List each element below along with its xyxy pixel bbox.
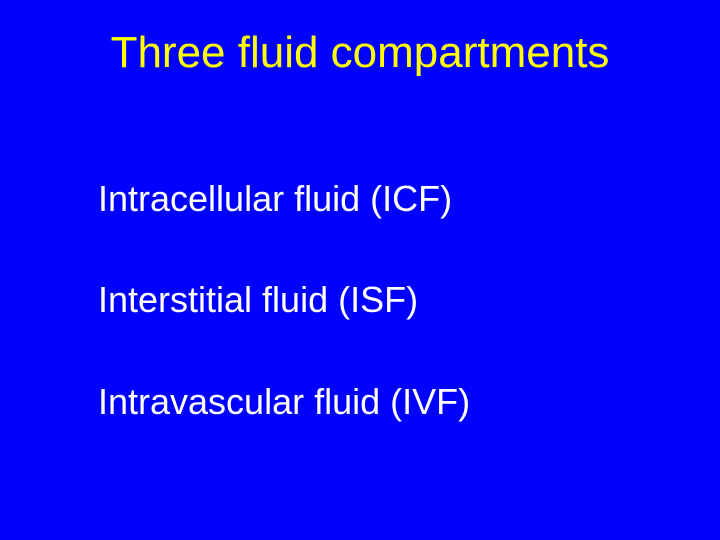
body-item: Intracellular fluid (ICF) (98, 178, 660, 219)
slide: Three fluid compartments Intracellular f… (0, 0, 720, 540)
slide-body: Intracellular fluid (ICF) Interstitial f… (98, 178, 660, 482)
slide-title: Three fluid compartments (0, 28, 720, 78)
body-item: Intravascular fluid (IVF) (98, 381, 660, 422)
body-item: Interstitial fluid (ISF) (98, 279, 660, 320)
